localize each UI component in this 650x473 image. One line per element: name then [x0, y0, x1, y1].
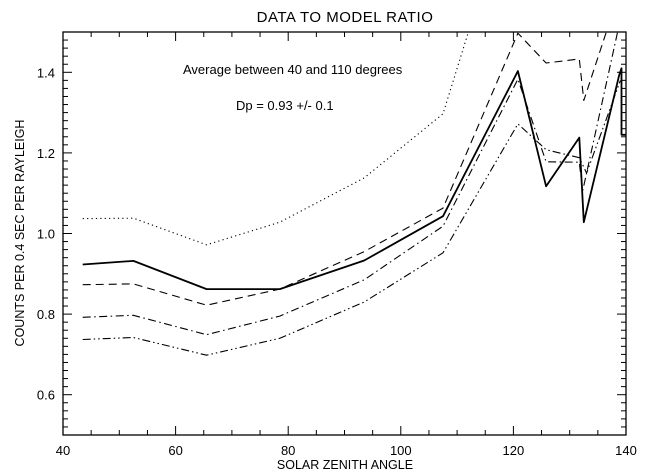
series-line-solid	[82, 67, 626, 291]
series-line-dotted	[82, 32, 470, 246]
annotation-dp: Dp = 0.93 +/- 0.1	[236, 98, 334, 113]
x-tick-label: 40	[56, 443, 70, 458]
y-tick-label: 0.6	[37, 388, 55, 403]
x-axis-label: SOLAR ZENITH ANGLE	[277, 458, 413, 472]
x-tick-label: 140	[615, 443, 637, 458]
data-series	[82, 32, 626, 356]
x-tick-label: 80	[281, 443, 295, 458]
y-axis-label: COUNTS PER 0.4 SEC PER RAYLEIGH	[13, 120, 27, 347]
y-tick-label: 1.4	[37, 65, 55, 80]
series-line-dashdotdot	[82, 80, 621, 356]
x-tick-label: 60	[168, 443, 182, 458]
y-tick-label: 0.8	[37, 307, 55, 322]
x-tick-label: 100	[390, 443, 412, 458]
chart-title: DATA TO MODEL RATIO	[257, 9, 434, 26]
annotation-average: Average between 40 and 110 degrees	[183, 62, 403, 77]
y-tick-label: 1.2	[37, 146, 55, 161]
plot-frame	[62, 31, 627, 436]
x-tick-label: 120	[503, 443, 525, 458]
series-line-dashed	[82, 32, 607, 306]
series-line-dashdot	[82, 32, 619, 336]
axis-ticks: 40 60 80 100 120 140 0.6 0.8 1.0 1.2 1.4	[37, 31, 637, 458]
y-tick-label: 1.0	[37, 227, 55, 242]
